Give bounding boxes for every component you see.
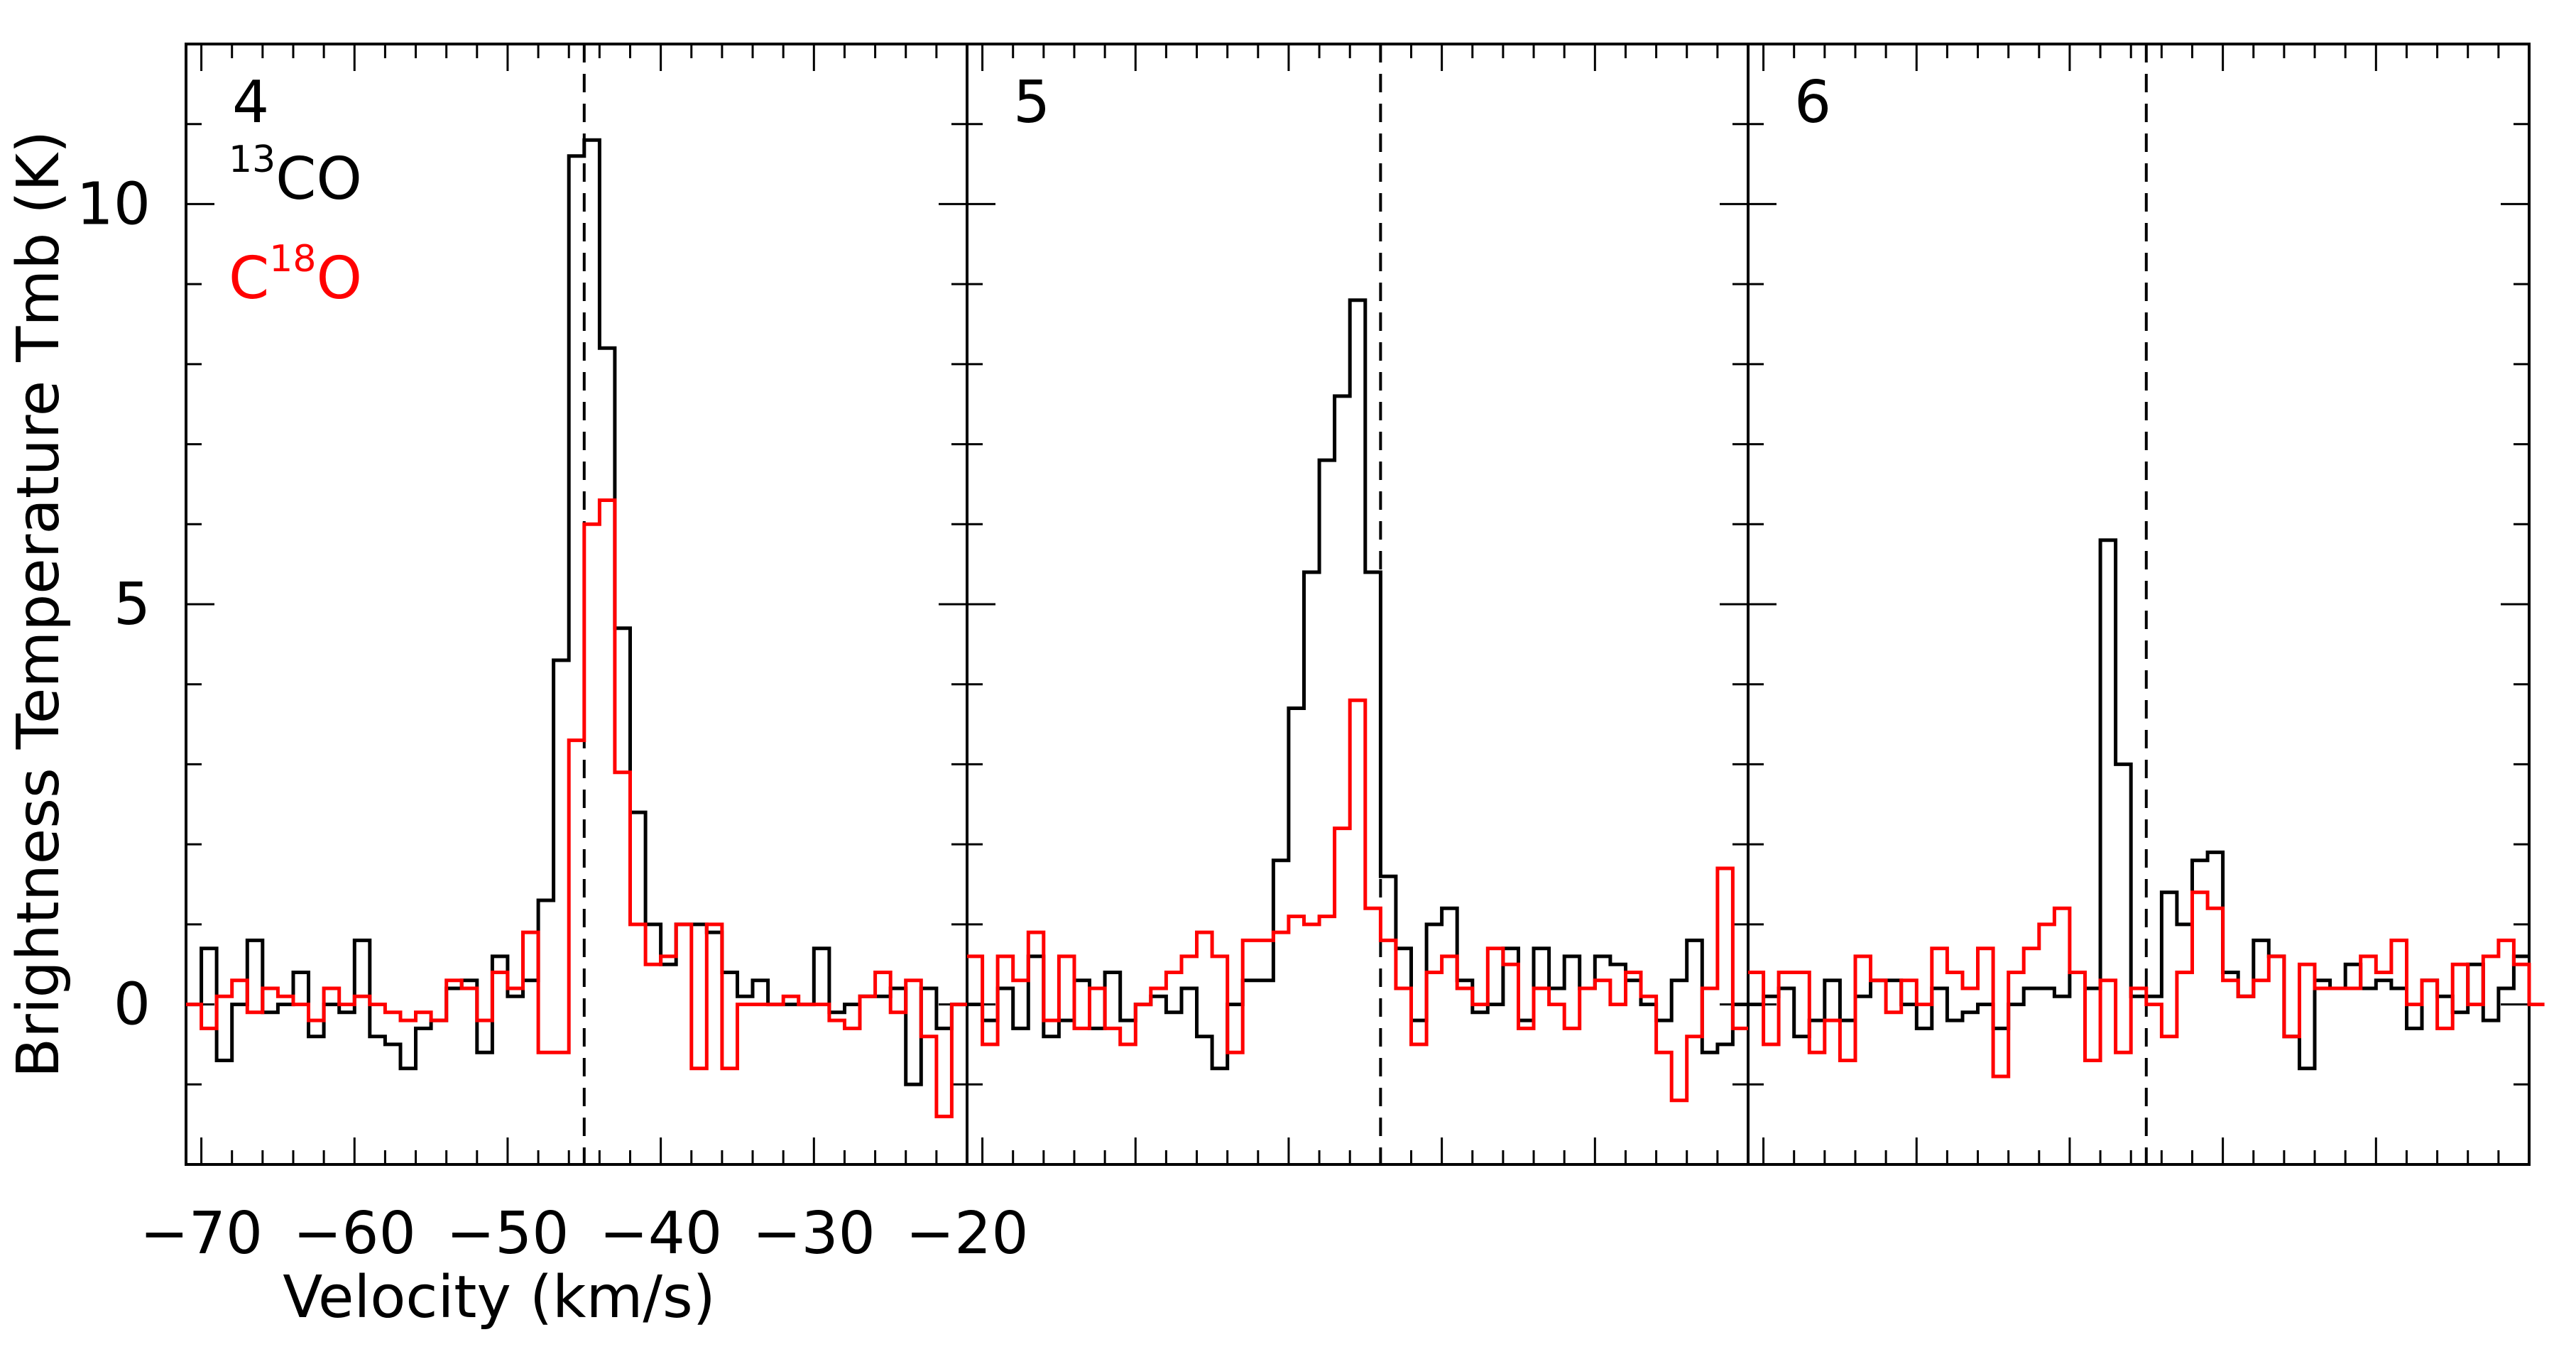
y-axis-title: Brightness Temperature Tmb (K) (5, 131, 72, 1078)
y-tick-label: 0 (114, 971, 151, 1039)
panel-5-frame (966, 43, 1750, 1166)
panel-5-series-13CO (967, 298, 1748, 1071)
legend-entry: C18O (229, 238, 362, 312)
panel-4-label: 4 (232, 69, 269, 136)
panel-4-series-C18O (186, 498, 967, 1118)
panel-6-label: 6 (1794, 69, 1831, 136)
x-tick-label: −50 (446, 1200, 569, 1267)
panel-5-label: 5 (1013, 69, 1050, 136)
x-tick-label: −70 (140, 1200, 263, 1267)
x-tick-label: −30 (753, 1200, 875, 1267)
y-tick-label: 5 (114, 571, 151, 638)
x-tick-label: −20 (905, 1200, 1028, 1267)
panel-6-series-C18O (1748, 890, 2545, 1079)
panel-5-series-C18O (967, 698, 1748, 1103)
y-tick-label: 10 (77, 170, 151, 238)
x-axis-title: Velocity (km/s) (283, 1264, 715, 1331)
panel-4-series-13CO (186, 138, 967, 1086)
x-tick-label: −60 (293, 1200, 416, 1267)
legend-entry: 13CO (229, 138, 362, 213)
x-tick-label: −40 (599, 1200, 722, 1267)
